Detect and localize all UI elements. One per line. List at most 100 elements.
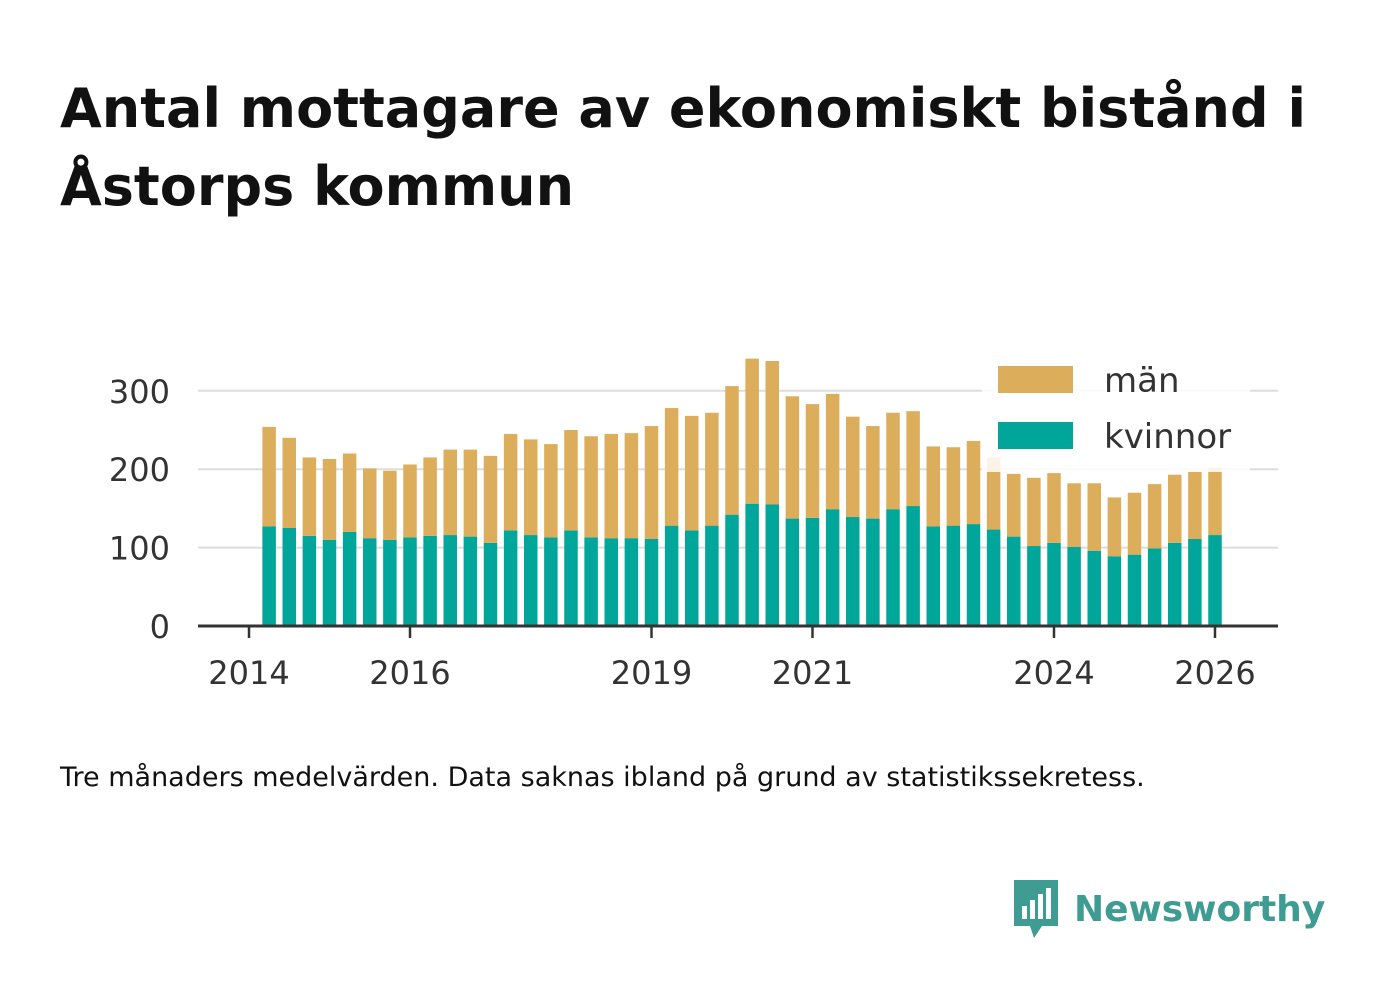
bar-kvinnor (1007, 536, 1021, 626)
bar-man (785, 396, 800, 519)
bar-man (866, 426, 880, 519)
chart-title: Antal mottagare av ekonomiskt bistånd i … (60, 77, 1306, 218)
bar-man (443, 449, 457, 536)
bar-kvinnor (1208, 535, 1222, 626)
bar-kvinnor (946, 525, 961, 626)
bar-man (503, 433, 518, 531)
bar-kvinnor (1067, 546, 1081, 626)
bar-kvinnor (524, 535, 538, 626)
y-tick-label: 100 (109, 530, 170, 568)
x-tick-label: 2014 (208, 654, 289, 692)
bar-kvinnor (604, 538, 618, 626)
chart-area: 2014 2016 2019 2021 2024 2026 0 100 200 300 män k… (109, 352, 1278, 692)
x-tick-label: 2019 (611, 654, 692, 692)
legend: män kvinnor (982, 352, 1250, 472)
y-tick-label: 0 (150, 608, 170, 646)
bar-kvinnor (986, 529, 1001, 626)
bar-kvinnor (685, 530, 699, 626)
footnote: Tre månaders medelvärden. Data saknas ib… (60, 762, 1145, 793)
bar-kvinnor (705, 525, 719, 626)
bar-man (1067, 483, 1081, 547)
legend-label: kvinnor (1104, 417, 1231, 457)
bar-man (906, 411, 920, 507)
bar-kvinnor (363, 538, 377, 626)
bar-kvinnor (443, 535, 457, 626)
bar-man (1127, 492, 1142, 555)
bar-man (1188, 471, 1202, 539)
newsworthy-logo-icon (1014, 880, 1058, 938)
bar-kvinnor (825, 509, 840, 626)
bar-man (1047, 473, 1061, 543)
bar-kvinnor (1147, 548, 1162, 626)
bar-series (262, 358, 1222, 626)
bar-kvinnor (302, 535, 317, 626)
bar-kvinnor (564, 530, 578, 626)
brand-logo[interactable]: Newsworthy (1010, 874, 1325, 944)
legend-swatch (998, 366, 1073, 393)
bar-kvinnor (725, 514, 739, 626)
x-tick-label: 2026 (1174, 654, 1255, 692)
bar-kvinnor (1127, 554, 1142, 626)
bar-kvinnor (503, 530, 518, 626)
bar-man (825, 393, 840, 510)
bar-man (564, 430, 578, 531)
bar-kvinnor (644, 538, 659, 626)
x-tick-label: 2021 (772, 654, 853, 692)
bar-man (403, 464, 417, 538)
x-axis: 2014 2016 2019 2021 2024 2026 (198, 624, 1278, 692)
bar-man (1147, 484, 1162, 549)
brand-name: Newsworthy (1074, 888, 1326, 930)
bar-kvinnor (262, 526, 276, 626)
bar-kvinnor (1087, 550, 1101, 626)
bar-kvinnor (745, 503, 759, 626)
bar-kvinnor (1107, 556, 1122, 626)
bar-man (1168, 474, 1182, 543)
bar-man (282, 437, 296, 528)
y-axis: 0 100 200 300 (109, 373, 170, 646)
bar-kvinnor (1047, 542, 1061, 626)
bar-man (423, 457, 437, 536)
bar-kvinnor (966, 524, 981, 626)
bar-man (524, 439, 538, 536)
bar-man (544, 444, 558, 538)
bar-kvinnor (1188, 538, 1202, 626)
bar-kvinnor (906, 506, 920, 626)
bar-man (322, 459, 337, 540)
bar-man (624, 433, 639, 539)
bar-man (805, 404, 820, 518)
bar-kvinnor (282, 528, 296, 626)
bar-man (664, 408, 679, 526)
bar-kvinnor (886, 509, 900, 626)
bar-man (765, 361, 779, 505)
bar-kvinnor (463, 536, 478, 626)
bar-kvinnor (322, 539, 337, 626)
bar-man (846, 416, 860, 518)
bar-kvinnor (383, 539, 397, 626)
x-tick-label: 2024 (1013, 654, 1094, 692)
bar-man (1208, 467, 1222, 536)
bar-man (1087, 483, 1101, 551)
bar-man (584, 436, 598, 538)
bar-man (986, 457, 1001, 530)
legend-label: män (1104, 361, 1180, 401)
bar-man (604, 433, 618, 539)
y-tick-label: 300 (109, 373, 170, 411)
bar-kvinnor (846, 517, 860, 626)
bar-kvinnor (544, 537, 558, 626)
bar-kvinnor (926, 526, 940, 626)
bar-man (926, 446, 940, 527)
bar-kvinnor (664, 525, 679, 626)
bar-kvinnor (483, 542, 498, 626)
bar-man (966, 440, 981, 525)
bar-man (363, 468, 377, 539)
bar-kvinnor (624, 538, 639, 626)
bar-kvinnor (805, 517, 820, 626)
bar-kvinnor (403, 537, 417, 626)
bar-man (946, 447, 961, 526)
bar-man (886, 412, 900, 510)
bar-man (383, 470, 397, 540)
bar-man (644, 426, 659, 539)
bar-kvinnor (1168, 542, 1182, 626)
bar-kvinnor (342, 531, 357, 626)
bar-man (725, 386, 739, 515)
